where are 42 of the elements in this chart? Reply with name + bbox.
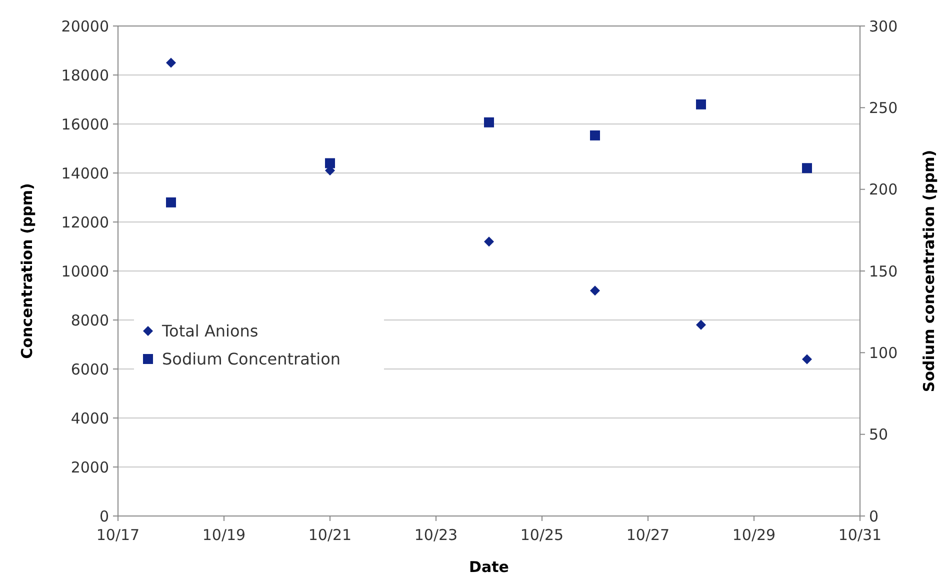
- legend-label: Total Anions: [161, 322, 258, 341]
- point: [802, 163, 812, 174]
- y-tick-label: 14000: [61, 164, 109, 182]
- y-axis-title: Concentration (ppm): [18, 183, 36, 359]
- x-tick-label: 10/25: [520, 526, 564, 544]
- y-tick-label: 10000: [61, 262, 109, 280]
- y2-tick-label: 300: [869, 17, 898, 36]
- x-tick-label: 10/29: [732, 526, 776, 544]
- point: [590, 286, 600, 296]
- x-tick-label: 10/17: [96, 526, 140, 544]
- point: [484, 117, 494, 128]
- point: [166, 58, 176, 68]
- y2-tick-label: 100: [869, 344, 898, 362]
- y-tick-label: 20000: [61, 17, 109, 36]
- y-tick-label: 18000: [61, 66, 109, 84]
- point: [484, 236, 494, 247]
- x-tick-label: 10/27: [626, 526, 670, 544]
- y2-tick-label: 0: [869, 507, 879, 526]
- x-tick-label: 10/31: [838, 526, 882, 544]
- legend-label: Sodium Concentration: [162, 350, 341, 369]
- y2-axis-title: Sodium concentration (ppm): [920, 150, 938, 392]
- y2-tick-label: 200: [869, 180, 898, 199]
- x-tick-label: 10/23: [414, 526, 458, 544]
- y2-tick-label: 250: [869, 98, 898, 117]
- y-tick-label: 12000: [61, 213, 109, 232]
- y2-tick-label: 150: [869, 262, 898, 280]
- y2-tick-label: 50: [869, 426, 888, 444]
- point: [696, 320, 706, 330]
- point: [802, 354, 812, 364]
- x-tick-label: 10/21: [308, 526, 352, 544]
- point: [590, 130, 600, 140]
- point: [166, 197, 176, 208]
- y-tick-label: 0: [99, 507, 109, 526]
- point: [325, 158, 335, 168]
- point: [696, 99, 706, 110]
- x-tick-label: 10/19: [202, 526, 246, 544]
- y-tick-label: 4000: [70, 409, 109, 428]
- y-tick-label: 6000: [70, 360, 109, 378]
- y-tick-label: 8000: [70, 311, 109, 330]
- x-axis-title: Date: [469, 558, 509, 576]
- y-tick-label: 2000: [70, 458, 109, 476]
- y-tick-label: 16000: [61, 115, 109, 134]
